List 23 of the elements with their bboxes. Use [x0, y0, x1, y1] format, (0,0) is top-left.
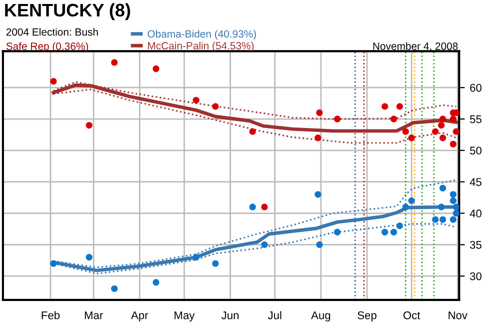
- y-tick-label: 50: [470, 146, 482, 155]
- y-tick-label: 35: [470, 240, 482, 249]
- annotation: Safe Rep (0.36%): [6, 42, 88, 52]
- y-tick-label: 55: [470, 115, 482, 124]
- y-tick-label: 40: [470, 210, 482, 218]
- y-tick-label: 45: [470, 178, 482, 186]
- legend-label: McCain-Palin (54.53%): [148, 42, 254, 52]
- x-tick-label: May: [174, 311, 195, 322]
- x-tick-label: Sep: [358, 311, 376, 322]
- x-tick-label: Jun: [222, 311, 239, 320]
- y-tick-label: 60: [470, 84, 482, 92]
- x-tick-label: Feb: [42, 311, 60, 320]
- x-tick-label: Nov: [448, 311, 468, 320]
- chart-subtitle: 2004 Election: Bush: [6, 28, 98, 36]
- x-tick-label: Apr: [131, 311, 148, 322]
- x-tick-label: Jul: [268, 311, 282, 320]
- text: November 4, 2008: [373, 42, 458, 52]
- legend-label: Obama-Biden (40.93%): [148, 30, 256, 40]
- chart-title: KENTUCKY (8): [5, 3, 130, 20]
- x-tick-label: Mar: [84, 311, 103, 320]
- x-tick-label: Aug: [311, 311, 330, 322]
- y-tick-label: 30: [470, 272, 482, 280]
- x-tick-label: Oct: [403, 311, 420, 320]
